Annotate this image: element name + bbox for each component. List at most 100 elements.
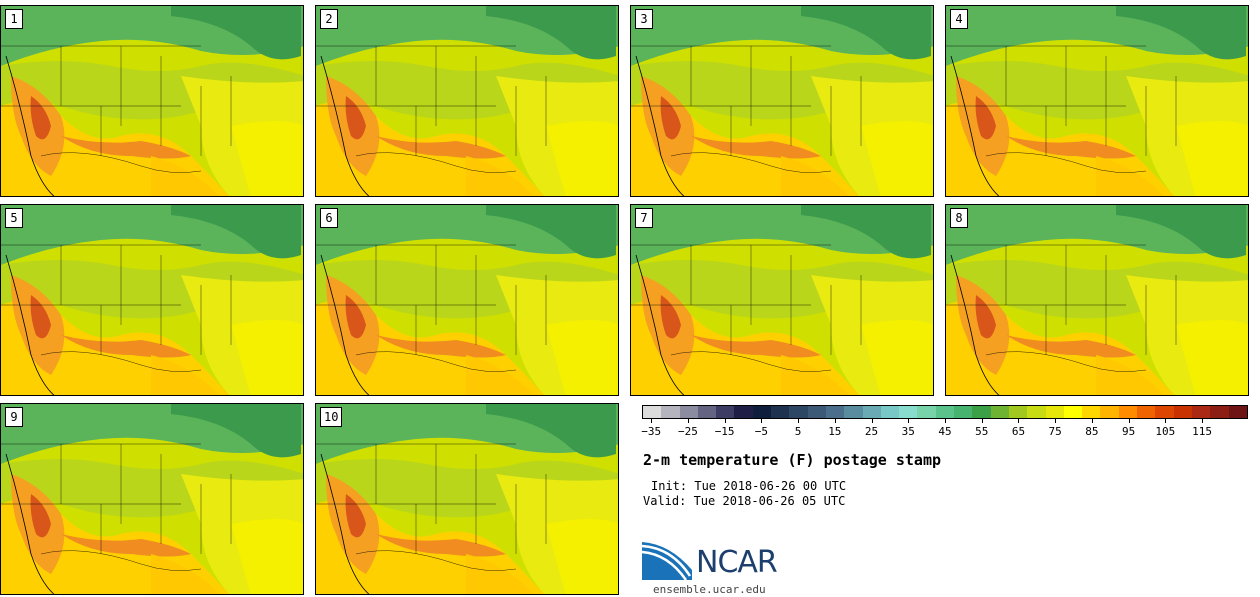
legend-swatch (1191, 406, 1211, 418)
temperature-map-image (1, 6, 303, 196)
legend-swatch (935, 406, 955, 418)
legend-swatch (844, 406, 863, 418)
temperature-map-image (316, 6, 618, 196)
stamp-map[interactable]: 8 (945, 204, 1249, 396)
valid-time: Valid: Tue 2018-06-26 05 UTC (643, 494, 846, 508)
legend-tick-label: 5 (794, 425, 802, 438)
legend-tick-mark (651, 419, 653, 423)
legend-tick-mark (1018, 419, 1020, 423)
legend-tick-label: 85 (1085, 425, 1099, 438)
stamp-map[interactable]: 6 (315, 204, 619, 396)
temperature-map-image (631, 6, 933, 196)
stamp-number-label: 5 (5, 208, 23, 228)
stamp-number-label: 3 (635, 9, 653, 29)
legend-swatch (661, 406, 680, 418)
legend-swatch (1045, 406, 1064, 418)
stamp-number-label: 1 (5, 9, 23, 29)
legend-tick-label: 35 (901, 425, 915, 438)
legend-swatch (752, 406, 772, 418)
legend-swatch (734, 406, 753, 418)
stamp-number-label: 4 (950, 9, 968, 29)
stamp-map[interactable]: 10 (315, 403, 619, 595)
legend-tick-mark (1091, 419, 1093, 423)
legend-swatch (789, 406, 808, 418)
legend-tick-mark (687, 419, 689, 423)
legend-swatch (1173, 406, 1192, 418)
temperature-map-image (316, 205, 618, 395)
legend-tick-label: 55 (975, 425, 989, 438)
stamp-map[interactable]: 9 (0, 403, 304, 595)
stamp-map[interactable]: 4 (945, 5, 1249, 197)
legend-tick-label: 25 (864, 425, 879, 438)
legend-swatch (1118, 406, 1138, 418)
legend-swatch (917, 406, 936, 418)
temperature-map-image (1, 404, 303, 594)
legend-swatch (990, 406, 1009, 418)
legend-swatch (1228, 406, 1247, 418)
legend-tick-mark (1202, 419, 1204, 423)
stamp-map[interactable]: 1 (0, 5, 304, 197)
stamp-map[interactable]: 5 (0, 204, 304, 396)
legend-tick-label: −35 (641, 425, 662, 438)
legend-tick-mark (761, 419, 763, 423)
legend-swatch (697, 406, 717, 418)
ncar-logo-icon (642, 542, 692, 581)
legend-swatch (1063, 406, 1083, 418)
stamp-number-label: 8 (950, 208, 968, 228)
legend-tick-label: 75 (1048, 425, 1062, 438)
stamp-number-label: 7 (635, 208, 653, 228)
init-time: Init: Tue 2018-06-26 00 UTC (651, 479, 847, 493)
legend-tick-mark (945, 419, 946, 423)
legend-tick-label: 115 (1192, 425, 1213, 438)
legend-tick-mark (798, 419, 800, 423)
legend-tick-mark (908, 419, 910, 423)
legend-swatch (1155, 406, 1174, 418)
color-legend (642, 405, 1248, 419)
legend-swatch (716, 406, 735, 418)
legend-tick-label: 15 (828, 425, 842, 438)
ncar-logo-text: NCAR (696, 545, 778, 580)
temperature-map-image (946, 205, 1248, 395)
legend-swatch (1100, 406, 1119, 418)
legend-tick-mark (871, 419, 873, 423)
legend-tick-label: −15 (714, 425, 735, 438)
stamp-map[interactable]: 7 (630, 204, 934, 396)
legend-swatch (954, 406, 973, 418)
temperature-map-image (1, 205, 303, 395)
stamp-map[interactable]: 3 (630, 5, 934, 197)
legend-tick-mark (981, 419, 983, 423)
legend-swatch (643, 406, 662, 418)
legend-tick-mark (724, 419, 726, 423)
stamp-number-label: 2 (320, 9, 338, 29)
legend-swatch (1210, 406, 1229, 418)
legend-tick-mark (1128, 419, 1130, 423)
legend-swatch (1137, 406, 1156, 418)
legend-swatch (1082, 406, 1101, 418)
legend-tick-mark (1055, 419, 1057, 423)
legend-tick-mark (1165, 419, 1167, 423)
legend-swatch (862, 406, 881, 418)
legend-swatch (1008, 406, 1028, 418)
legend-swatch (1027, 406, 1046, 418)
legend-swatch (771, 406, 790, 418)
stamp-number-label: 10 (320, 407, 343, 427)
legend-swatch (825, 406, 845, 418)
legend-tick-mark (834, 419, 836, 423)
site-url[interactable]: ensemble.ucar.edu (653, 583, 766, 596)
legend-tick-label: −25 (677, 425, 698, 438)
legend-tick-label: 105 (1155, 425, 1176, 438)
page-title: 2-m temperature (F) postage stamp (643, 451, 942, 469)
temperature-map-image (316, 404, 618, 594)
legend-swatch (899, 406, 918, 418)
stamp-map[interactable]: 2 (315, 5, 619, 197)
stamp-number-label: 6 (320, 208, 338, 228)
stamp-number-label: 9 (5, 407, 23, 427)
legend-ticks: −35 −25 −15 −5 5 15 25 35 45 55 65 75 85 95 105 115 (641, 419, 1248, 449)
legend-swatch (679, 406, 698, 418)
legend-tick-label: 65 (1011, 425, 1026, 438)
legend-swatch (807, 406, 826, 418)
legend-tick-label: −5 (754, 425, 768, 438)
legend-tick-label: 45 (938, 425, 952, 438)
temperature-map-image (946, 6, 1248, 196)
legend-tick-label: 95 (1122, 425, 1136, 438)
